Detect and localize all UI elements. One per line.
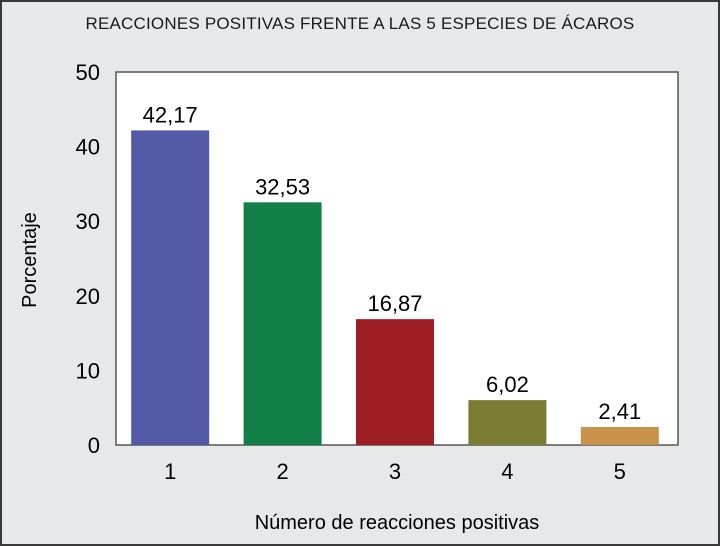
bar-5 — [580, 427, 659, 445]
chart-title: REACCIONES POSITIVAS FRENTE A LAS 5 ESPE… — [85, 14, 635, 33]
y-tick-label: 50 — [76, 60, 100, 85]
data-label-5: 2,41 — [598, 399, 641, 424]
bar-2 — [243, 202, 322, 445]
data-label-3: 16,87 — [367, 291, 422, 316]
y-tick-label: 0 — [88, 433, 100, 458]
x-tick-label: 1 — [164, 459, 176, 484]
x-tick-label: 5 — [614, 459, 626, 484]
bar-1 — [131, 130, 210, 445]
x-axis-label: Número de reacciones positivas — [255, 512, 540, 534]
data-label-4: 6,02 — [486, 372, 529, 397]
bar-4 — [468, 400, 547, 445]
data-label-2: 32,53 — [255, 174, 310, 199]
y-tick-label: 40 — [76, 135, 100, 160]
x-tick-label: 4 — [501, 459, 513, 484]
bar-3 — [356, 319, 434, 445]
x-tick-label: 3 — [389, 459, 401, 484]
y-axis-label: Porcentaje — [19, 212, 41, 308]
x-tick-label: 2 — [276, 459, 288, 484]
y-tick-label: 20 — [76, 284, 100, 309]
data-label-1: 42,17 — [143, 102, 198, 127]
y-tick-label: 30 — [76, 209, 100, 234]
y-tick-label: 10 — [76, 358, 100, 383]
